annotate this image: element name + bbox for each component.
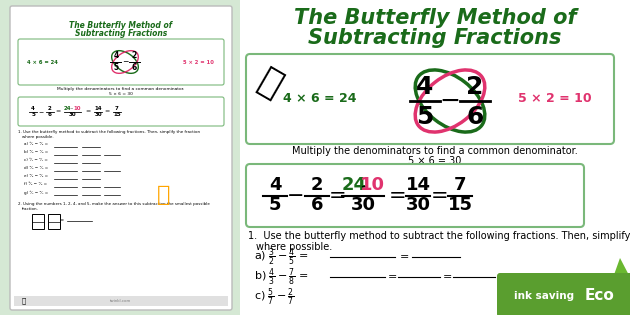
Text: 🦋: 🦋	[252, 63, 288, 103]
FancyBboxPatch shape	[14, 296, 228, 306]
Text: 2: 2	[311, 176, 323, 194]
Text: =: =	[400, 252, 410, 262]
Text: b) $\frac{4}{3} - \frac{7}{8}$ =: b) $\frac{4}{3} - \frac{7}{8}$ =	[254, 266, 309, 288]
Text: 14: 14	[406, 176, 430, 194]
Text: f) ⁵⁄₆ − ¹⁄₆ =: f) ⁵⁄₆ − ¹⁄₆ =	[24, 182, 47, 186]
FancyBboxPatch shape	[246, 164, 584, 227]
Text: The Butterfly Method of: The Butterfly Method of	[294, 8, 576, 28]
FancyBboxPatch shape	[18, 97, 224, 126]
Text: −: −	[440, 89, 461, 113]
Text: 4 × 6 = 24: 4 × 6 = 24	[284, 93, 357, 106]
Text: 🟢: 🟢	[22, 298, 26, 304]
Text: -: -	[71, 106, 73, 111]
Text: c) ⁸⁄₇ − ²⁄₇ =: c) ⁸⁄₇ − ²⁄₇ =	[24, 158, 48, 162]
Text: 24: 24	[63, 106, 71, 111]
Text: Multiply the denominators to find a common denominator.: Multiply the denominators to find a comm…	[57, 87, 185, 91]
Text: 2: 2	[48, 106, 52, 111]
Polygon shape	[600, 258, 630, 314]
Text: 2: 2	[132, 51, 137, 60]
Text: where possible.: where possible.	[256, 242, 332, 252]
Text: =: =	[60, 219, 64, 224]
Text: Subtracting Fractions: Subtracting Fractions	[75, 29, 167, 38]
Text: 4 × 6 = 24: 4 × 6 = 24	[26, 60, 57, 65]
FancyBboxPatch shape	[18, 39, 224, 85]
Text: 5: 5	[113, 64, 118, 72]
Text: 15: 15	[447, 197, 472, 215]
Text: 6: 6	[48, 112, 52, 117]
Text: 1.  Use the butterfly method to subtract the following fractions. Then, simplify: 1. Use the butterfly method to subtract …	[248, 231, 630, 241]
Text: 2: 2	[466, 75, 484, 99]
Text: b) ⁴⁄₃ − ⁷⁄₈ =: b) ⁴⁄₃ − ⁷⁄₈ =	[24, 150, 49, 154]
Text: twinkl.com: twinkl.com	[110, 299, 132, 303]
Text: 6: 6	[311, 197, 323, 215]
Text: =: =	[329, 186, 346, 205]
FancyBboxPatch shape	[32, 214, 44, 229]
Text: d) ²⁄₄ − ¹⁄₄ =: d) ²⁄₄ − ¹⁄₄ =	[24, 166, 49, 170]
Text: 24: 24	[341, 176, 367, 194]
Text: 5: 5	[269, 197, 281, 215]
Text: Eco: Eco	[585, 289, 615, 303]
Text: −: −	[38, 109, 43, 114]
Text: Subtracting Fractions: Subtracting Fractions	[308, 28, 562, 48]
Text: g) ⁸⁄₇ − ²⁄₇ =: g) ⁸⁄₇ − ²⁄₇ =	[24, 190, 49, 195]
Text: a) $\frac{3}{2} - \frac{4}{5}$ =: a) $\frac{3}{2} - \frac{4}{5}$ =	[254, 246, 309, 268]
Text: =: =	[443, 272, 452, 282]
Text: =: =	[388, 272, 398, 282]
Text: =: =	[105, 109, 110, 114]
Text: 5 × 6 = 30: 5 × 6 = 30	[109, 92, 133, 96]
Text: The Butterfly Method of: The Butterfly Method of	[69, 21, 173, 30]
FancyBboxPatch shape	[246, 54, 614, 144]
Text: 30: 30	[350, 197, 375, 215]
Text: 4: 4	[113, 51, 118, 60]
FancyBboxPatch shape	[10, 6, 232, 310]
FancyBboxPatch shape	[240, 0, 630, 315]
Text: 30: 30	[94, 112, 102, 117]
Text: 30: 30	[68, 112, 76, 117]
Text: fraction.: fraction.	[22, 207, 39, 211]
Text: a) ³⁄₂ − ⁴⁄₅ =: a) ³⁄₂ − ⁴⁄₅ =	[24, 142, 48, 146]
Text: =: =	[431, 186, 449, 205]
FancyBboxPatch shape	[48, 214, 60, 229]
Text: =: =	[389, 186, 407, 205]
Text: 6: 6	[132, 64, 137, 72]
Text: 7: 7	[115, 106, 119, 111]
Text: where possible.: where possible.	[22, 135, 54, 139]
Text: 4: 4	[31, 106, 35, 111]
Text: 5 × 6 = 30: 5 × 6 = 30	[408, 156, 462, 166]
Text: 🦋: 🦋	[157, 185, 170, 205]
Text: 6: 6	[466, 105, 484, 129]
Text: 4: 4	[269, 176, 281, 194]
Text: 4: 4	[416, 75, 433, 99]
Text: =: =	[55, 109, 60, 114]
Text: 14: 14	[94, 106, 102, 111]
Text: 5: 5	[31, 112, 35, 117]
Text: -: -	[360, 176, 366, 194]
Text: ink saving: ink saving	[514, 291, 574, 301]
Text: −: −	[287, 186, 305, 205]
FancyBboxPatch shape	[497, 273, 630, 315]
Text: 5 × 2 = 10: 5 × 2 = 10	[518, 93, 592, 106]
Text: 15: 15	[113, 112, 121, 117]
Text: =: =	[86, 109, 91, 114]
Text: 5 × 2 = 10: 5 × 2 = 10	[183, 60, 214, 65]
Text: 30: 30	[406, 197, 430, 215]
Text: 5: 5	[416, 105, 433, 129]
Text: −: −	[122, 58, 128, 66]
Text: 7: 7	[454, 176, 466, 194]
Text: 10: 10	[360, 176, 384, 194]
Text: Multiply the denominators to find a common denominator.: Multiply the denominators to find a comm…	[292, 146, 578, 156]
Text: 10: 10	[73, 106, 81, 111]
Text: 1. Use the butterfly method to subtract the following fractions. Then, simplify : 1. Use the butterfly method to subtract …	[18, 130, 200, 134]
Text: e) ⁴⁄₅ − ²⁄₅ =: e) ⁴⁄₅ − ²⁄₅ =	[24, 174, 48, 178]
Text: 2. Using the numbers 1, 2, 4, and 5, make the answer to this subtraction the sma: 2. Using the numbers 1, 2, 4, and 5, mak…	[18, 202, 210, 206]
Text: c) $\frac{5}{7} - \frac{2}{7}$: c) $\frac{5}{7} - \frac{2}{7}$	[254, 286, 295, 308]
